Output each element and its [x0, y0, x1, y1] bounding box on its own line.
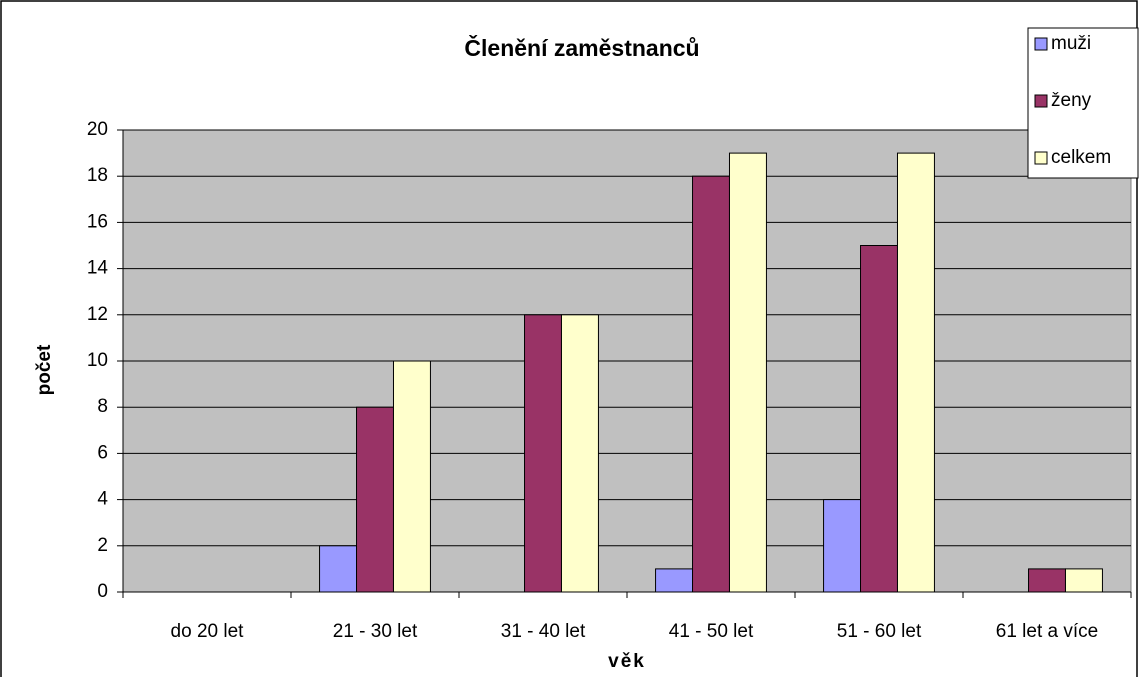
bar [560, 314, 599, 593]
x-tick-label: 61 let a více [996, 621, 1098, 642]
y-tick-label: 10 [87, 350, 108, 371]
bar [392, 360, 431, 593]
legend-swatch [1034, 151, 1048, 165]
legend-label: muži [1051, 33, 1091, 54]
x-tick-label: 21 - 30 let [333, 621, 418, 642]
bar [692, 175, 730, 593]
bar [356, 406, 394, 593]
y-tick-label: 6 [97, 442, 108, 463]
bar [655, 568, 694, 593]
legend-swatch [1034, 94, 1048, 108]
legend-label: celkem [1051, 147, 1111, 168]
x-tick-label: 51 - 60 let [837, 621, 922, 642]
y-tick-label: 20 [87, 119, 108, 140]
y-tick-label: 2 [97, 535, 108, 556]
legend-label: ženy [1051, 90, 1092, 111]
y-tick-label: 14 [87, 258, 109, 279]
x-tick-label: do 20 let [171, 621, 245, 642]
bar [524, 314, 562, 593]
y-tick-label: 18 [87, 165, 108, 186]
bar [319, 545, 358, 593]
bar [823, 499, 862, 593]
legend-swatch [1034, 37, 1048, 51]
y-tick-label: 0 [97, 581, 108, 602]
bar [1064, 568, 1103, 593]
y-tick-label: 16 [87, 211, 108, 232]
y-tick-label: 4 [97, 489, 108, 510]
bar [1028, 568, 1066, 593]
bar [896, 152, 935, 593]
x-tick-label: 31 - 40 let [501, 621, 586, 642]
y-tick-label: 12 [87, 304, 108, 325]
chart-title: Členění zaměstnanců [464, 34, 699, 61]
bar [728, 152, 767, 593]
x-tick-label: 41 - 50 let [669, 621, 754, 642]
x-axis-label: věk [608, 651, 646, 672]
y-axis-label: počet [34, 344, 55, 395]
bar [860, 245, 898, 593]
y-tick-label: 8 [97, 396, 108, 417]
